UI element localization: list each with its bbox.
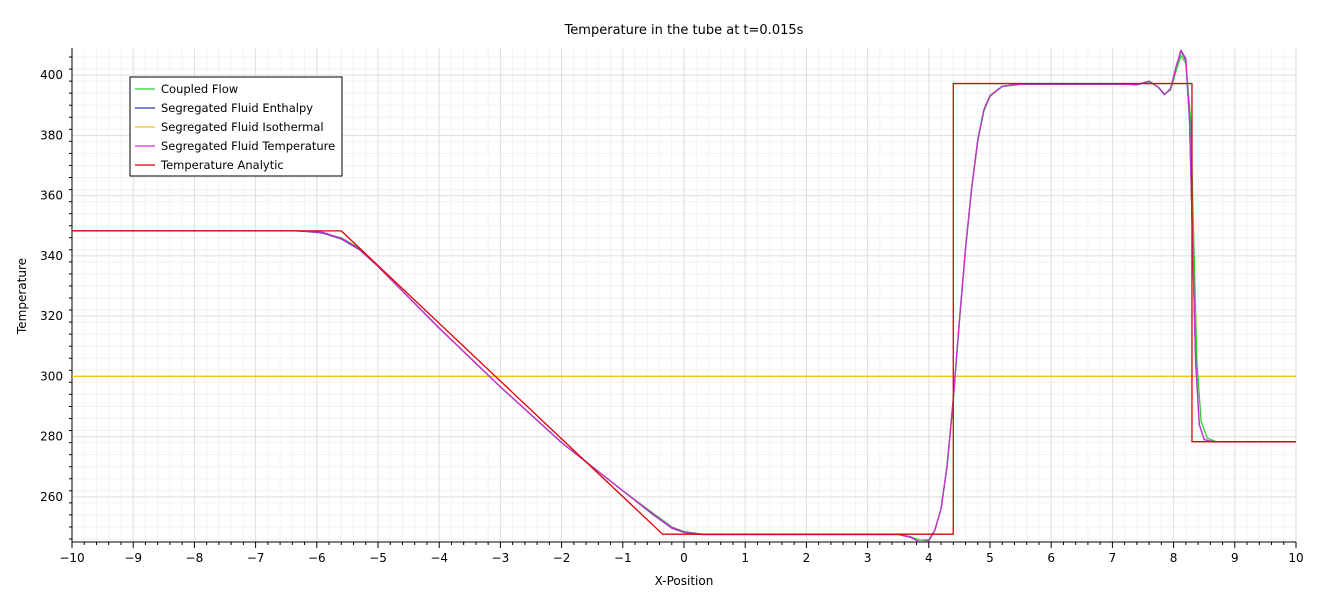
x-tick-label: −2 [553,551,571,565]
x-tick-label: 7 [1109,551,1117,565]
legend-label: Segregated Fluid Temperature [161,139,335,153]
y-tick-label: 280 [40,430,63,444]
x-axis-title: X-Position [655,574,714,588]
x-tick-label: 2 [803,551,811,565]
x-tick-label: −1 [614,551,632,565]
y-tick-label: 300 [40,369,63,383]
y-tick-label: 320 [40,309,63,323]
axes: −10 −9 −8 −7 −6 −5 −4 −3 −2 −1 0 1 2 3 4 5 6 7 8 9 102602803… [40,48,1304,565]
legend-label: Coupled Flow [161,82,238,96]
x-tick-label: 0 [680,551,688,565]
x-tick-label: 10 [1288,551,1303,565]
x-tick-label: 9 [1231,551,1239,565]
x-tick-label: −6 [308,551,326,565]
y-tick-label: 340 [40,249,63,263]
x-tick-label: 6 [1047,551,1055,565]
chart-title: Temperature in the tube at t=0.015s [564,23,804,38]
series-group [72,49,1296,542]
x-tick-label: 8 [1170,551,1178,565]
x-tick-label: −9 [124,551,142,565]
x-tick-label: −8 [186,551,204,565]
x-tick-label: −4 [430,551,448,565]
x-tick-label: 3 [864,551,872,565]
legend-box [129,76,343,177]
x-tick-label: −3 [492,551,510,565]
x-tick-label: −5 [369,551,387,565]
legend-label: Segregated Fluid Enthalpy [161,101,313,115]
y-tick-label: 400 [40,68,63,82]
x-tick-label: −7 [247,551,265,565]
y-axis-title: Temperature [15,258,29,335]
x-tick-label: 1 [741,551,749,565]
x-tick-label: −10 [59,551,84,565]
y-tick-label: 360 [40,189,63,203]
x-tick-label: 5 [986,551,994,565]
y-tick-label: 380 [40,128,63,142]
legend: Coupled Flow Segregated Fluid Enthalpy Seg… [129,76,343,177]
series-line-segregated-fluid-temperature [72,49,1296,542]
y-tick-label: 260 [40,490,63,504]
legend-label: Temperature Analytic [160,158,284,172]
legend-label: Segregated Fluid Isothermal [161,120,324,134]
x-tick-label: 4 [925,551,933,565]
plot-area [72,49,1296,542]
series-line-temperature-analytic [72,82,1296,535]
